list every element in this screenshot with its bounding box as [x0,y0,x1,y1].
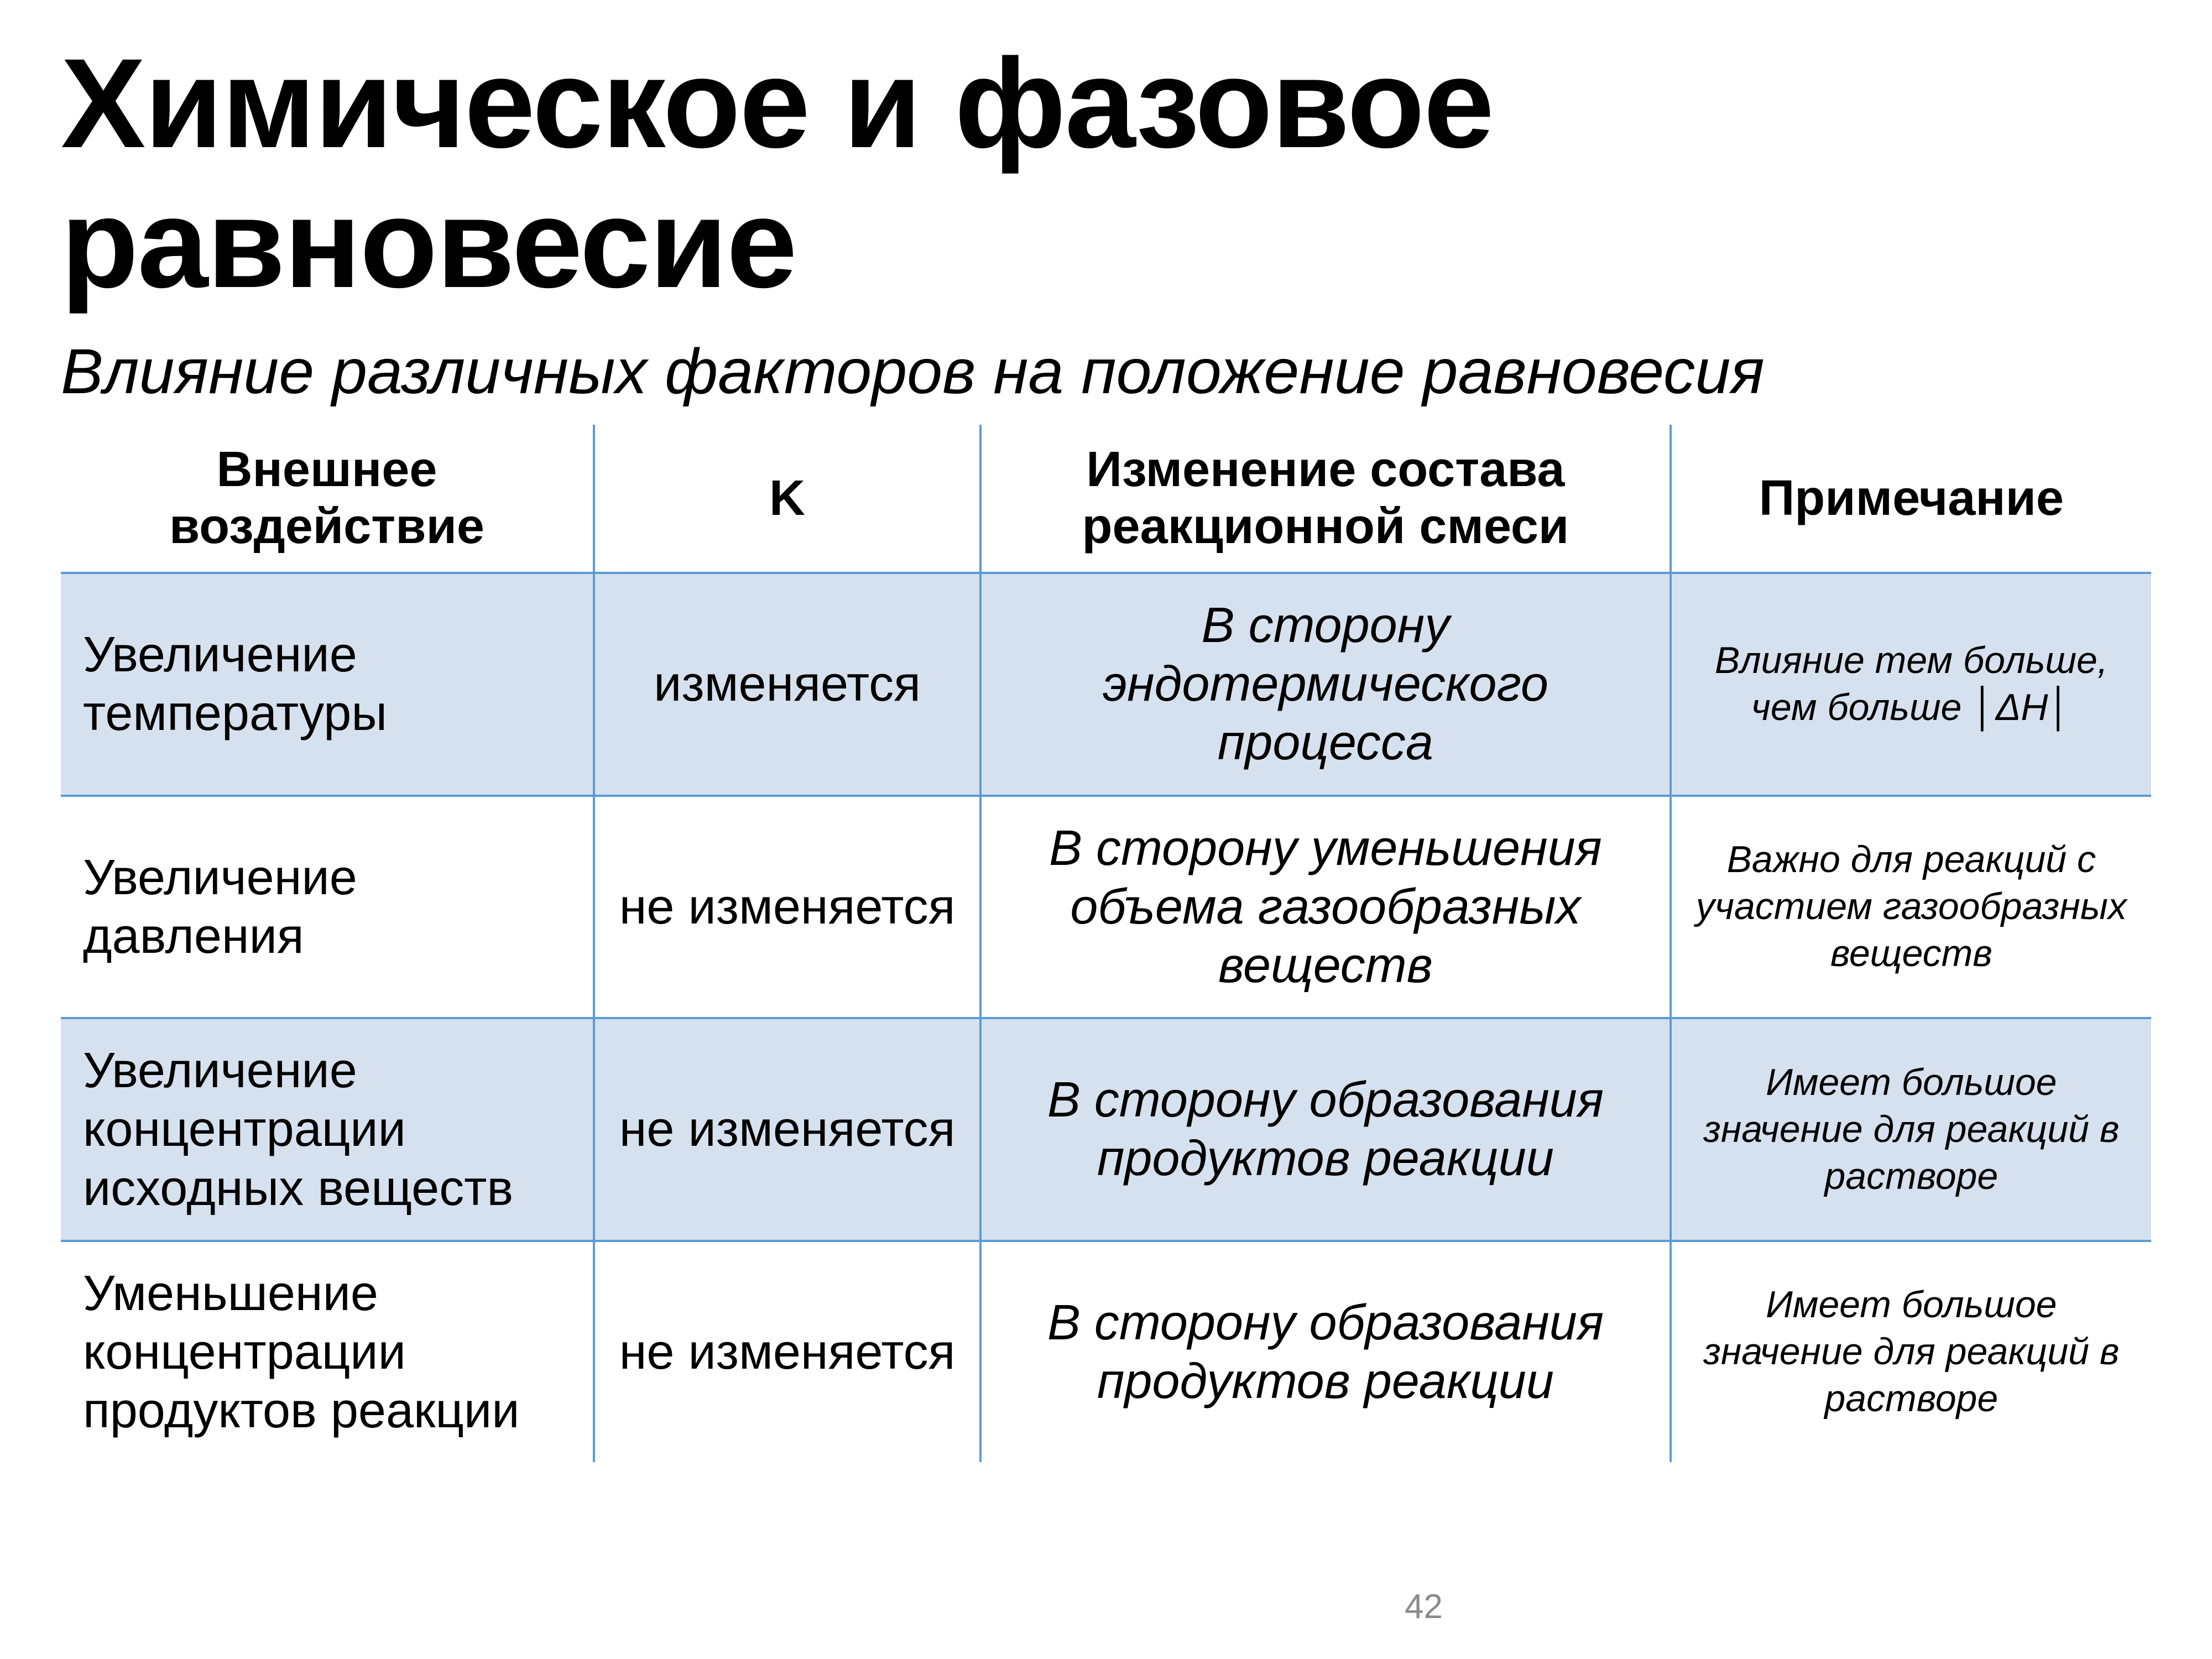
slide-title: Химическое и фазовое равновесие [61,33,2151,313]
cell-factor: Увеличение концентрации исходных веществ [61,1018,594,1241]
cell-factor: Уменьшение концентрации продуктов реакци… [61,1241,594,1463]
cell-shift: В сторону уменьшения объема газообразных… [980,796,1670,1019]
cell-note: Влияние тем больше,чем больше │ΔH│ [1671,573,2151,796]
table-header-row: Внешнее воздействие K Изменение состава … [61,425,2151,573]
table-row: Уменьшение концентрации продуктов реакци… [61,1241,2151,1463]
cell-note: Имеет большое значение для реакций в рас… [1671,1241,2151,1463]
table-row: Увеличение температурыизменяетсяВ сторон… [61,573,2151,796]
header-factor: Внешнее воздействие [61,425,594,573]
page-number: 42 [1405,1587,1443,1626]
cell-note: Важно для реакций с участием газообразны… [1671,796,2151,1019]
cell-k: не изменяется [594,1241,980,1463]
header-k: K [594,425,980,573]
cell-k: не изменяется [594,796,980,1019]
header-shift: Изменение состава реакционной смеси [980,425,1670,573]
cell-shift: В сторону образования продуктов реакции [980,1241,1670,1463]
cell-shift: В сторону образования продуктов реакции [980,1018,1670,1241]
header-note: Примечание [1671,425,2151,573]
cell-note: Имеет большое значение для реакций в рас… [1671,1018,2151,1241]
table-row: Увеличение давленияне изменяетсяВ сторон… [61,796,2151,1019]
slide-subtitle: Влияние различных факторов на положение … [61,335,2151,408]
cell-k: изменяется [594,573,980,796]
cell-factor: Увеличение температуры [61,573,594,796]
cell-k: не изменяется [594,1018,980,1241]
cell-shift: В сторону эндотермического процесса [980,573,1670,796]
cell-factor: Увеличение давления [61,796,594,1019]
table-row: Увеличение концентрации исходных веществ… [61,1018,2151,1241]
equilibrium-table: Внешнее воздействие K Изменение состава … [61,425,2151,1462]
